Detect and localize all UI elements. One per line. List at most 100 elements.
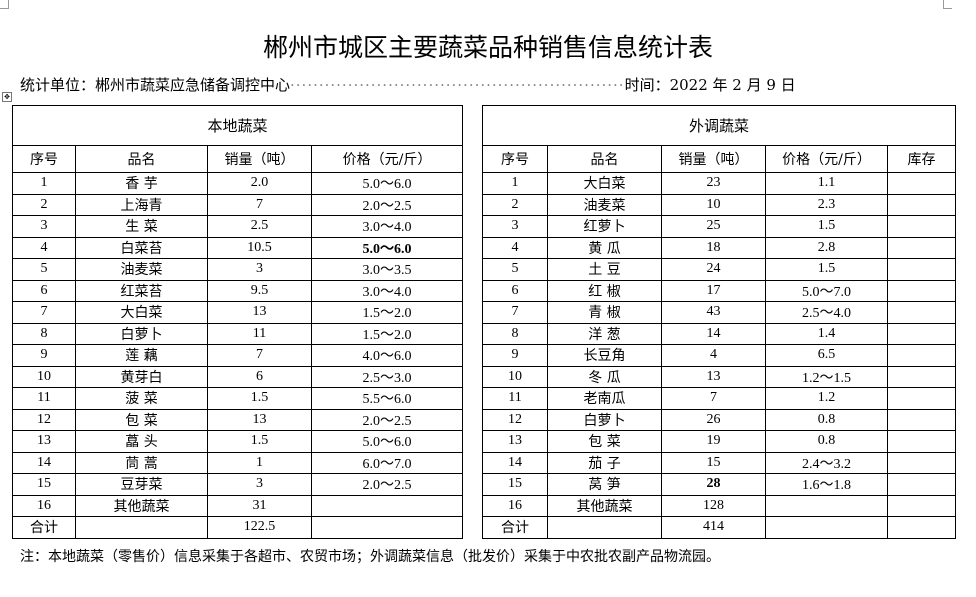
local-seq-cell: 合计	[12, 516, 76, 539]
imported-seq-cell: 3	[482, 215, 548, 238]
imported-seq-cell: 4	[482, 236, 548, 259]
imported-volume-cell: 7	[661, 387, 766, 410]
table-row: 8 白萝卜 11 1.5～2.0 8 洋 葱 14 1.4	[12, 322, 956, 345]
local-price-cell	[311, 494, 463, 517]
imported-column-header: 品名	[547, 145, 662, 173]
table-row: 合计 122.5 合计 414	[12, 516, 956, 539]
local-seq-cell: 7	[12, 301, 76, 324]
imported-stock-cell	[887, 408, 956, 431]
local-column-header: 销量（吨）	[207, 145, 312, 173]
unit-label: 统计单位：郴州市蔬菜应急储备调控中心	[20, 76, 291, 94]
imported-volume-cell: 15	[661, 451, 766, 474]
local-seq-cell: 11	[12, 387, 76, 410]
local-volume-cell: 10.5	[207, 236, 312, 259]
table-row: 12 包 菜 13 2.0～2.5 12 白萝卜 26 0.8	[12, 408, 956, 431]
imported-name-cell: 土 豆	[547, 258, 662, 281]
local-seq-cell: 10	[12, 365, 76, 388]
imported-volume-cell: 4	[661, 344, 766, 367]
vegetable-sales-table: 本地蔬菜 外调蔬菜 序号 品名 销量（吨） 价格（元/斤） 序号 品名 销量（吨） 价格（元/…	[12, 105, 956, 539]
local-name-cell: 包 菜	[75, 408, 208, 431]
imported-seq-cell: 合计	[482, 516, 548, 539]
imported-volume-cell: 19	[661, 430, 766, 453]
imported-seq-cell: 13	[482, 430, 548, 453]
imported-price-cell: 6.5	[765, 344, 888, 367]
imported-volume-cell: 23	[661, 172, 766, 195]
local-volume-cell: 13	[207, 301, 312, 324]
imported-stock-cell	[887, 322, 956, 345]
local-price-cell: 5.5～6.0	[311, 387, 463, 410]
imported-stock-cell	[887, 215, 956, 238]
imported-stock-cell	[887, 494, 956, 517]
imported-volume-cell: 28	[661, 473, 766, 496]
imported-price-cell: 1.2～1.5	[765, 365, 888, 388]
local-name-cell: 莲 藕	[75, 344, 208, 367]
imported-price-cell: 0.8	[765, 430, 888, 453]
imported-volume-cell: 25	[661, 215, 766, 238]
local-seq-cell: 9	[12, 344, 76, 367]
imported-seq-cell: 6	[482, 279, 548, 302]
local-volume-cell: 11	[207, 322, 312, 345]
imported-price-cell: 1.5	[765, 258, 888, 281]
local-price-cell: 5.0～6.0	[311, 172, 463, 195]
local-name-cell: 大白菜	[75, 301, 208, 324]
local-volume-cell: 3	[207, 258, 312, 281]
local-name-cell: 豆芽菜	[75, 473, 208, 496]
imported-column-header: 价格（元/斤）	[765, 145, 888, 173]
local-seq-cell: 5	[12, 258, 76, 281]
local-seq-cell: 4	[12, 236, 76, 259]
imported-seq-cell: 16	[482, 494, 548, 517]
imported-seq-cell: 11	[482, 387, 548, 410]
imported-price-cell: 1.5	[765, 215, 888, 238]
imported-name-cell: 长豆角	[547, 344, 662, 367]
table-row: 7 大白菜 13 1.5～2.0 7 青 椒 43 2.5～4.0	[12, 301, 956, 324]
local-name-cell: 茼 蒿	[75, 451, 208, 474]
imported-volume-cell: 414	[661, 516, 766, 539]
local-volume-cell: 2.0	[207, 172, 312, 195]
local-name-cell: 白萝卜	[75, 322, 208, 345]
local-seq-cell: 2	[12, 193, 76, 216]
local-seq-cell: 13	[12, 430, 76, 453]
imported-volume-cell: 14	[661, 322, 766, 345]
date-label: 时间：2022 年 2 月 9 日	[624, 76, 796, 94]
imported-stock-cell	[887, 172, 956, 195]
imported-name-cell: 茄 子	[547, 451, 662, 474]
local-name-cell	[75, 516, 208, 539]
local-seq-cell: 3	[12, 215, 76, 238]
local-volume-cell: 1.5	[207, 387, 312, 410]
imported-price-cell	[765, 516, 888, 539]
imported-stock-cell	[887, 301, 956, 324]
local-seq-cell: 14	[12, 451, 76, 474]
imported-name-cell: 其他蔬菜	[547, 494, 662, 517]
imported-name-cell: 包 菜	[547, 430, 662, 453]
imported-stock-cell	[887, 387, 956, 410]
imported-name-cell: 红萝卜	[547, 215, 662, 238]
imported-column-header: 销量（吨）	[661, 145, 766, 173]
imported-stock-cell	[887, 473, 956, 496]
table-move-handle[interactable]: ✥	[2, 92, 12, 102]
local-name-cell: 生 菜	[75, 215, 208, 238]
imported-stock-cell	[887, 451, 956, 474]
local-price-cell: 3.0～4.0	[311, 279, 463, 302]
table-row: 6 红菜苔 9.5 3.0～4.0 6 红 椒 17 5.0～7.0	[12, 279, 956, 302]
local-volume-cell: 2.5	[207, 215, 312, 238]
imported-header: 外调蔬菜	[482, 105, 956, 146]
local-column-header: 价格（元/斤）	[311, 145, 463, 173]
local-price-cell: 2.0～2.5	[311, 193, 463, 216]
imported-volume-cell: 128	[661, 494, 766, 517]
page-corner-mark	[0, 0, 9, 9]
imported-volume-cell: 13	[661, 365, 766, 388]
imported-stock-cell	[887, 516, 956, 539]
local-seq-cell: 1	[12, 172, 76, 195]
local-seq-cell: 16	[12, 494, 76, 517]
imported-stock-cell	[887, 258, 956, 281]
local-header: 本地蔬菜	[12, 105, 463, 146]
page-corner-mark	[943, 0, 952, 9]
local-volume-cell: 7	[207, 344, 312, 367]
local-name-cell: 红菜苔	[75, 279, 208, 302]
imported-name-cell: 油麦菜	[547, 193, 662, 216]
local-volume-cell: 9.5	[207, 279, 312, 302]
local-volume-cell: 1.5	[207, 430, 312, 453]
